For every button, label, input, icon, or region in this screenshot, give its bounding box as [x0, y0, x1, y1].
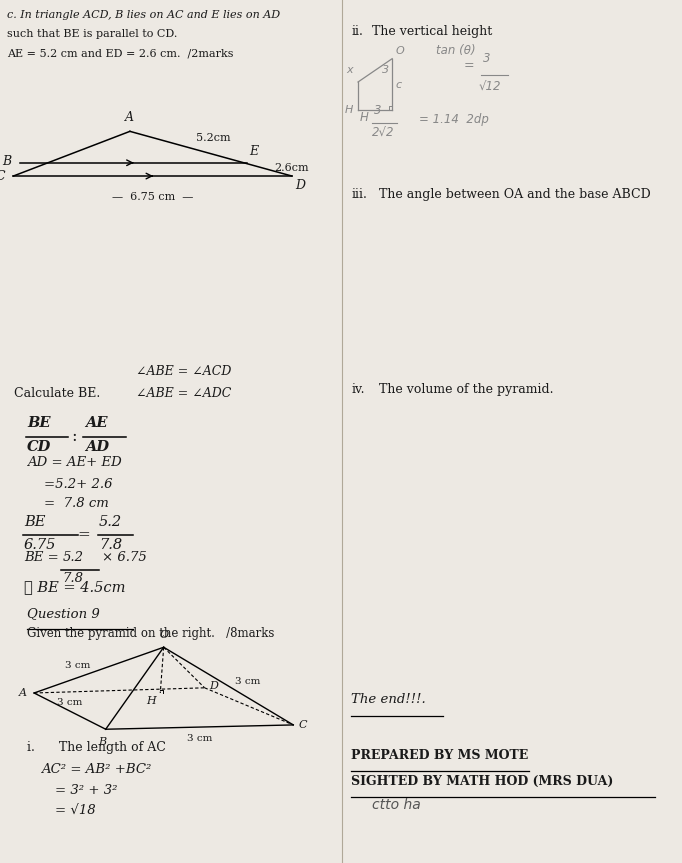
- Text: =  7.8 cm: = 7.8 cm: [44, 497, 109, 510]
- Text: BE: BE: [24, 515, 45, 529]
- Text: 3 cm: 3 cm: [187, 734, 212, 743]
- Text: such that BE is parallel to CD.: such that BE is parallel to CD.: [7, 29, 177, 40]
- Text: 2.6cm: 2.6cm: [275, 163, 310, 173]
- Text: ctto ha: ctto ha: [372, 798, 420, 812]
- Text: =: =: [78, 528, 90, 542]
- Text: Question 9: Question 9: [27, 607, 100, 620]
- Text: B: B: [98, 737, 106, 747]
- Text: tan (θ): tan (θ): [436, 43, 476, 56]
- Text: × 6.75: × 6.75: [102, 551, 147, 564]
- Text: 3: 3: [374, 104, 381, 117]
- Text: H: H: [359, 110, 368, 123]
- Text: 3 cm: 3 cm: [235, 677, 261, 686]
- Text: PREPARED BY MS MOTE: PREPARED BY MS MOTE: [351, 749, 529, 762]
- Text: ii.: ii.: [351, 24, 363, 37]
- Text: =5.2+ 2.6: =5.2+ 2.6: [44, 477, 113, 490]
- Text: iii.: iii.: [351, 188, 367, 201]
- Text: A: A: [19, 688, 27, 698]
- Text: AE = 5.2 cm and ED = 2.6 cm.  /2marks: AE = 5.2 cm and ED = 2.6 cm. /2marks: [7, 48, 233, 59]
- Text: The end!!!.: The end!!!.: [351, 693, 426, 706]
- Text: BE: BE: [27, 416, 50, 430]
- Text: H: H: [147, 696, 156, 706]
- Text: 3 cm: 3 cm: [57, 698, 83, 707]
- Text: = 3² + 3²: = 3² + 3²: [55, 784, 117, 797]
- Text: D: D: [295, 179, 306, 192]
- Text: CD: CD: [27, 440, 52, 454]
- Text: iv.: iv.: [351, 382, 365, 395]
- Text: 3: 3: [382, 66, 389, 75]
- Text: Calculate BE.: Calculate BE.: [14, 387, 100, 400]
- Text: BE =: BE =: [24, 551, 63, 564]
- Text: A: A: [125, 110, 134, 123]
- Text: Given the pyramid on the right.   /8marks: Given the pyramid on the right. /8marks: [27, 627, 275, 639]
- Text: =: =: [464, 59, 475, 72]
- Text: AC² = AB² +BC²: AC² = AB² +BC²: [41, 763, 151, 776]
- Text: B: B: [3, 154, 12, 167]
- Text: The angle between OA and the base ABCD: The angle between OA and the base ABCD: [379, 188, 650, 201]
- Text: = √18: = √18: [55, 803, 95, 816]
- Text: :: :: [71, 428, 76, 445]
- Text: AE: AE: [85, 416, 108, 430]
- Text: 3: 3: [483, 52, 490, 65]
- Text: SIGHTED BY MATH HOD (MRS DUA): SIGHTED BY MATH HOD (MRS DUA): [351, 775, 614, 788]
- Text: AD: AD: [85, 440, 109, 454]
- Text: 5.2: 5.2: [99, 515, 122, 529]
- Text: E: E: [250, 146, 258, 159]
- Text: The vertical height: The vertical height: [372, 24, 492, 37]
- Text: ∠ABE = ∠ADC: ∠ABE = ∠ADC: [136, 387, 232, 400]
- Text: ∴ BE = 4.5cm: ∴ BE = 4.5cm: [24, 580, 125, 594]
- Text: x: x: [346, 66, 353, 75]
- Text: i.      The length of AC: i. The length of AC: [27, 740, 166, 753]
- Text: The volume of the pyramid.: The volume of the pyramid.: [379, 382, 553, 395]
- Text: 6.75: 6.75: [24, 538, 56, 551]
- Text: 5.2cm: 5.2cm: [196, 133, 231, 142]
- Text: 3 cm: 3 cm: [65, 661, 90, 671]
- Text: 7.8: 7.8: [99, 538, 122, 551]
- Text: c: c: [396, 79, 402, 90]
- Text: c. In triangle ACD, B lies on AC and E lies on AD: c. In triangle ACD, B lies on AC and E l…: [7, 10, 280, 21]
- Text: D: D: [209, 681, 218, 691]
- Text: AD = AE+ ED: AD = AE+ ED: [27, 456, 122, 469]
- Text: C: C: [0, 169, 5, 183]
- Text: √12: √12: [479, 80, 501, 93]
- Text: = 1.14  2dp: = 1.14 2dp: [419, 113, 489, 126]
- Text: H: H: [344, 105, 353, 116]
- Text: 7.8: 7.8: [63, 571, 84, 584]
- Text: ∠ABE = ∠ACD: ∠ABE = ∠ACD: [136, 365, 232, 378]
- Text: O: O: [396, 46, 404, 56]
- Text: 5.2: 5.2: [63, 551, 84, 564]
- Text: C: C: [299, 720, 307, 730]
- Text: 2√2: 2√2: [372, 126, 395, 139]
- Text: O: O: [159, 630, 168, 640]
- Text: —  6.75 cm  —: — 6.75 cm —: [112, 192, 193, 202]
